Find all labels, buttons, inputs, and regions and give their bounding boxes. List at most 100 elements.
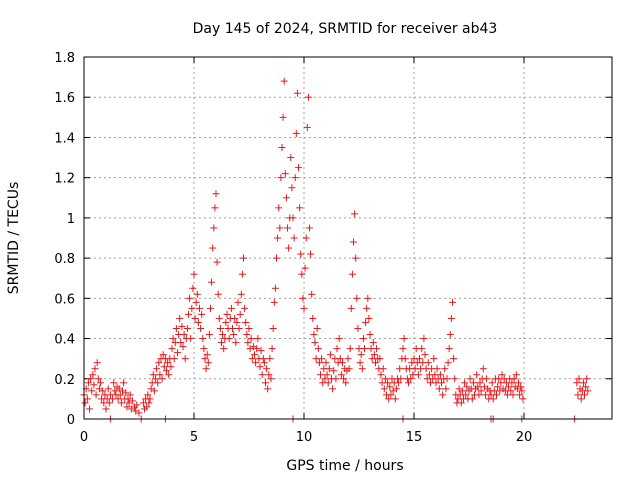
data-point	[579, 379, 587, 387]
data-point	[303, 123, 311, 131]
data-point	[293, 89, 301, 97]
data-point	[105, 399, 113, 407]
x-tick-label: 5	[190, 430, 198, 445]
data-point	[333, 345, 341, 353]
data-point	[458, 387, 466, 395]
data-point	[212, 190, 220, 198]
data-point	[219, 331, 227, 339]
data-point	[191, 314, 199, 322]
data-point	[414, 371, 422, 379]
data-point	[278, 144, 286, 151]
data-point	[196, 304, 203, 312]
data-point	[384, 379, 392, 387]
data-point	[420, 335, 428, 343]
data-point	[167, 363, 175, 371]
data-point	[387, 391, 395, 399]
data-point	[282, 194, 290, 202]
data-point	[208, 278, 216, 286]
data-point	[91, 365, 99, 373]
data-point	[233, 318, 241, 326]
data-point	[190, 270, 198, 278]
data-point	[110, 379, 118, 387]
data-point	[280, 77, 288, 85]
data-point	[154, 379, 162, 387]
data-point	[477, 387, 485, 395]
data-point	[330, 367, 338, 375]
data-point	[510, 375, 518, 383]
data-point	[242, 318, 250, 326]
data-point	[264, 385, 272, 393]
data-point	[441, 365, 449, 373]
data-point	[443, 375, 451, 383]
data-point	[279, 113, 287, 121]
y-tick-label: 1.6	[54, 91, 75, 106]
data-point	[515, 379, 522, 387]
data-point	[269, 325, 277, 332]
y-axis-label: SRMTID / TECUs	[6, 182, 22, 295]
data-point	[114, 395, 122, 403]
data-point	[192, 298, 200, 306]
data-point	[143, 403, 151, 411]
x-tick-label: 15	[406, 430, 423, 445]
data-point	[311, 339, 319, 347]
data-point	[302, 234, 310, 242]
data-point	[517, 383, 525, 391]
data-point	[581, 391, 588, 399]
data-point	[275, 204, 283, 212]
data-point	[372, 359, 379, 367]
data-point	[332, 375, 340, 383]
data-point	[463, 383, 471, 391]
data-point	[457, 399, 465, 407]
data-point	[346, 345, 354, 353]
y-tick-label: 0.2	[54, 373, 75, 388]
data-point	[83, 395, 91, 403]
data-point	[336, 355, 344, 363]
data-point	[285, 244, 293, 252]
data-point	[438, 379, 445, 387]
data-point	[153, 365, 161, 373]
data-point	[245, 325, 253, 332]
data-point	[177, 339, 185, 347]
plot-frame	[83, 56, 613, 420]
data-point	[363, 304, 371, 312]
data-point	[122, 389, 130, 397]
data-point	[297, 250, 305, 258]
data-point	[396, 365, 404, 373]
data-point	[324, 379, 332, 387]
data-point	[281, 170, 289, 178]
data-point	[201, 355, 209, 363]
data-point	[488, 379, 496, 387]
data-point	[391, 395, 399, 403]
data-point	[509, 391, 517, 399]
data-point	[244, 339, 252, 347]
data-point	[267, 375, 275, 383]
data-point	[200, 345, 208, 353]
data-point	[155, 359, 163, 367]
data-point	[234, 298, 242, 306]
data-point	[358, 365, 366, 373]
data-point	[169, 335, 177, 343]
data-point	[468, 395, 476, 403]
data-point	[252, 359, 260, 367]
data-point	[268, 345, 276, 353]
data-point	[202, 365, 210, 373]
y-tick-label: 1	[67, 212, 75, 227]
data-point	[322, 359, 330, 367]
grid-lines	[84, 57, 612, 419]
data-point	[266, 355, 274, 363]
data-point	[204, 359, 212, 367]
data-point	[236, 310, 244, 318]
data-point	[461, 379, 469, 387]
data-point	[397, 375, 405, 383]
x-tick-label: 20	[516, 430, 533, 445]
data-point	[489, 395, 497, 403]
data-point	[418, 345, 426, 353]
data-point	[400, 335, 408, 343]
data-point	[199, 335, 207, 343]
data-point	[348, 270, 356, 278]
data-point	[519, 395, 527, 403]
data-point	[439, 391, 447, 399]
data-point	[144, 391, 152, 399]
data-point	[225, 335, 233, 343]
data-point	[81, 399, 89, 407]
